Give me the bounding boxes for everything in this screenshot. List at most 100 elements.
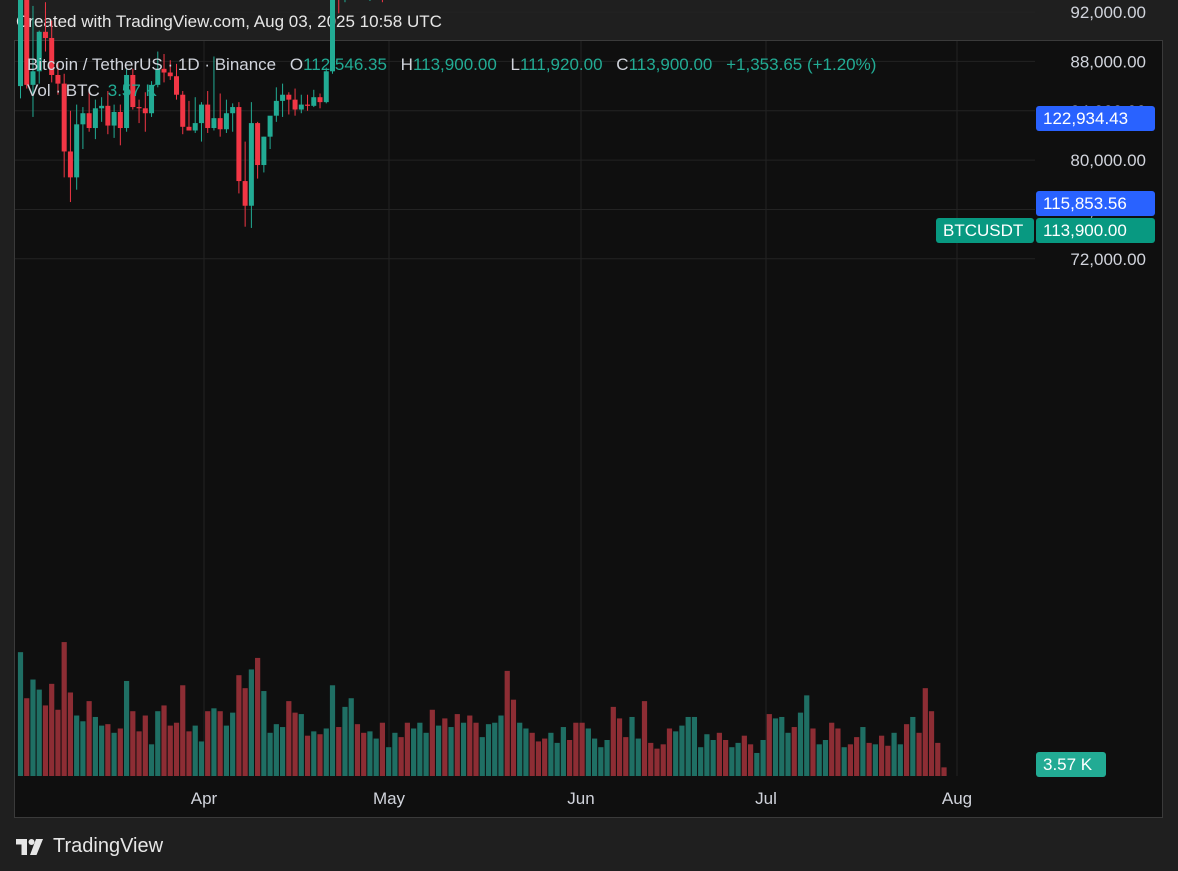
high-value: 113,900.00 bbox=[412, 55, 497, 74]
last-price-tag: 113,900.00 bbox=[1036, 218, 1155, 243]
y-tick-label: 92,000.00 bbox=[1070, 3, 1146, 22]
volume-bar bbox=[854, 737, 860, 776]
volume-bar bbox=[785, 732, 791, 776]
volume-bar bbox=[86, 701, 92, 776]
volume-bar bbox=[885, 745, 891, 776]
volume-bar bbox=[735, 742, 741, 776]
candle-body bbox=[74, 124, 80, 178]
candle-body bbox=[198, 104, 204, 124]
x-tick-label: Apr bbox=[191, 789, 218, 808]
candle-body bbox=[136, 107, 142, 109]
volume-bar bbox=[673, 731, 679, 776]
candle-body bbox=[323, 71, 329, 103]
candle-body bbox=[161, 68, 167, 73]
candle-body bbox=[117, 111, 123, 129]
candle-body bbox=[111, 111, 117, 126]
candle-body bbox=[149, 84, 155, 114]
volume-bar bbox=[198, 741, 205, 776]
volume-bar bbox=[255, 657, 261, 776]
volume-bar bbox=[598, 747, 604, 776]
volume-bar bbox=[217, 711, 223, 776]
volume-bar bbox=[479, 737, 485, 776]
volume-bar bbox=[74, 715, 80, 776]
candle-body bbox=[167, 72, 173, 77]
y-tick-label: 80,000.00 bbox=[1070, 151, 1146, 170]
volume-bar bbox=[298, 714, 304, 776]
volume-bar bbox=[941, 767, 947, 776]
volume-bar bbox=[36, 689, 42, 776]
candle-body bbox=[261, 136, 267, 166]
volume-bar bbox=[754, 752, 760, 776]
x-tick-label: Jul bbox=[755, 789, 777, 808]
chart-frame[interactable] bbox=[14, 40, 1163, 818]
volume-bar bbox=[822, 740, 829, 776]
volume-bar bbox=[379, 722, 386, 776]
volume-value: 3.57 K bbox=[107, 81, 157, 100]
volume-bar bbox=[935, 742, 941, 776]
volume-bar bbox=[323, 728, 329, 776]
candle-body bbox=[298, 104, 304, 110]
candle-body bbox=[30, 71, 36, 85]
close-value: 113,900.00 bbox=[628, 55, 713, 74]
volume-bar bbox=[304, 735, 311, 776]
volume-bar bbox=[49, 683, 55, 776]
volume-bar bbox=[42, 705, 49, 776]
volume-bar bbox=[279, 727, 286, 776]
volume-bar bbox=[473, 722, 479, 776]
candle-body bbox=[255, 123, 261, 166]
volume-bar bbox=[423, 732, 429, 776]
candle-body bbox=[330, 0, 335, 72]
volume-bar bbox=[641, 701, 648, 776]
volume-bar bbox=[529, 732, 535, 776]
volume-bar bbox=[448, 727, 454, 776]
tradingview-logo[interactable]: TradingView bbox=[16, 835, 163, 858]
open-value: 112,546.35 bbox=[303, 55, 387, 74]
volume-bar bbox=[548, 732, 554, 776]
volume-bar bbox=[111, 732, 117, 776]
volume-bar bbox=[17, 652, 24, 776]
candle-body bbox=[130, 74, 136, 108]
symbol-title[interactable]: Bitcoin / TetherUS · 1D · Binance bbox=[27, 55, 277, 74]
volume-bar bbox=[910, 716, 916, 776]
volume-bar bbox=[804, 695, 810, 776]
volume-bar bbox=[24, 698, 30, 776]
x-tick-label: Jun bbox=[567, 789, 594, 808]
candle-body bbox=[18, 0, 23, 87]
volume-bar bbox=[666, 728, 673, 776]
volume-bar bbox=[442, 718, 448, 776]
open-label: O bbox=[289, 55, 304, 74]
volume-bar bbox=[92, 716, 98, 776]
candle-body bbox=[99, 105, 105, 109]
volume-bar bbox=[311, 731, 317, 776]
volume-bar bbox=[860, 727, 866, 776]
volume-bar bbox=[80, 721, 86, 776]
volume-bar bbox=[604, 740, 610, 776]
candle-body bbox=[273, 100, 279, 116]
volume-bar bbox=[404, 722, 410, 776]
candle-body bbox=[230, 107, 236, 114]
volume-label[interactable]: Vol · BTC bbox=[27, 81, 100, 100]
volume-bar bbox=[623, 737, 629, 776]
volume-bar bbox=[716, 732, 722, 776]
volume-bar bbox=[635, 738, 641, 776]
candle-body bbox=[223, 113, 229, 130]
candle-body bbox=[174, 76, 179, 95]
candle-body bbox=[61, 83, 67, 152]
volume-bar bbox=[286, 701, 292, 776]
volume-bar bbox=[261, 691, 267, 776]
candle-body bbox=[211, 118, 217, 129]
volume-bar bbox=[342, 706, 348, 776]
volume-bar bbox=[573, 722, 579, 776]
volume-bar bbox=[417, 722, 423, 776]
volume-bar bbox=[835, 728, 841, 776]
volume-bar bbox=[142, 715, 148, 776]
volume-bar bbox=[691, 716, 698, 776]
volume-bar bbox=[248, 669, 254, 776]
tradingview-brand-text: TradingView bbox=[53, 835, 164, 857]
volume-bar bbox=[192, 725, 198, 776]
candle-body bbox=[142, 108, 148, 114]
volume-bar bbox=[460, 722, 467, 776]
volume-bar bbox=[922, 688, 928, 776]
symbol-price-tag: BTCUSDT bbox=[936, 218, 1034, 243]
